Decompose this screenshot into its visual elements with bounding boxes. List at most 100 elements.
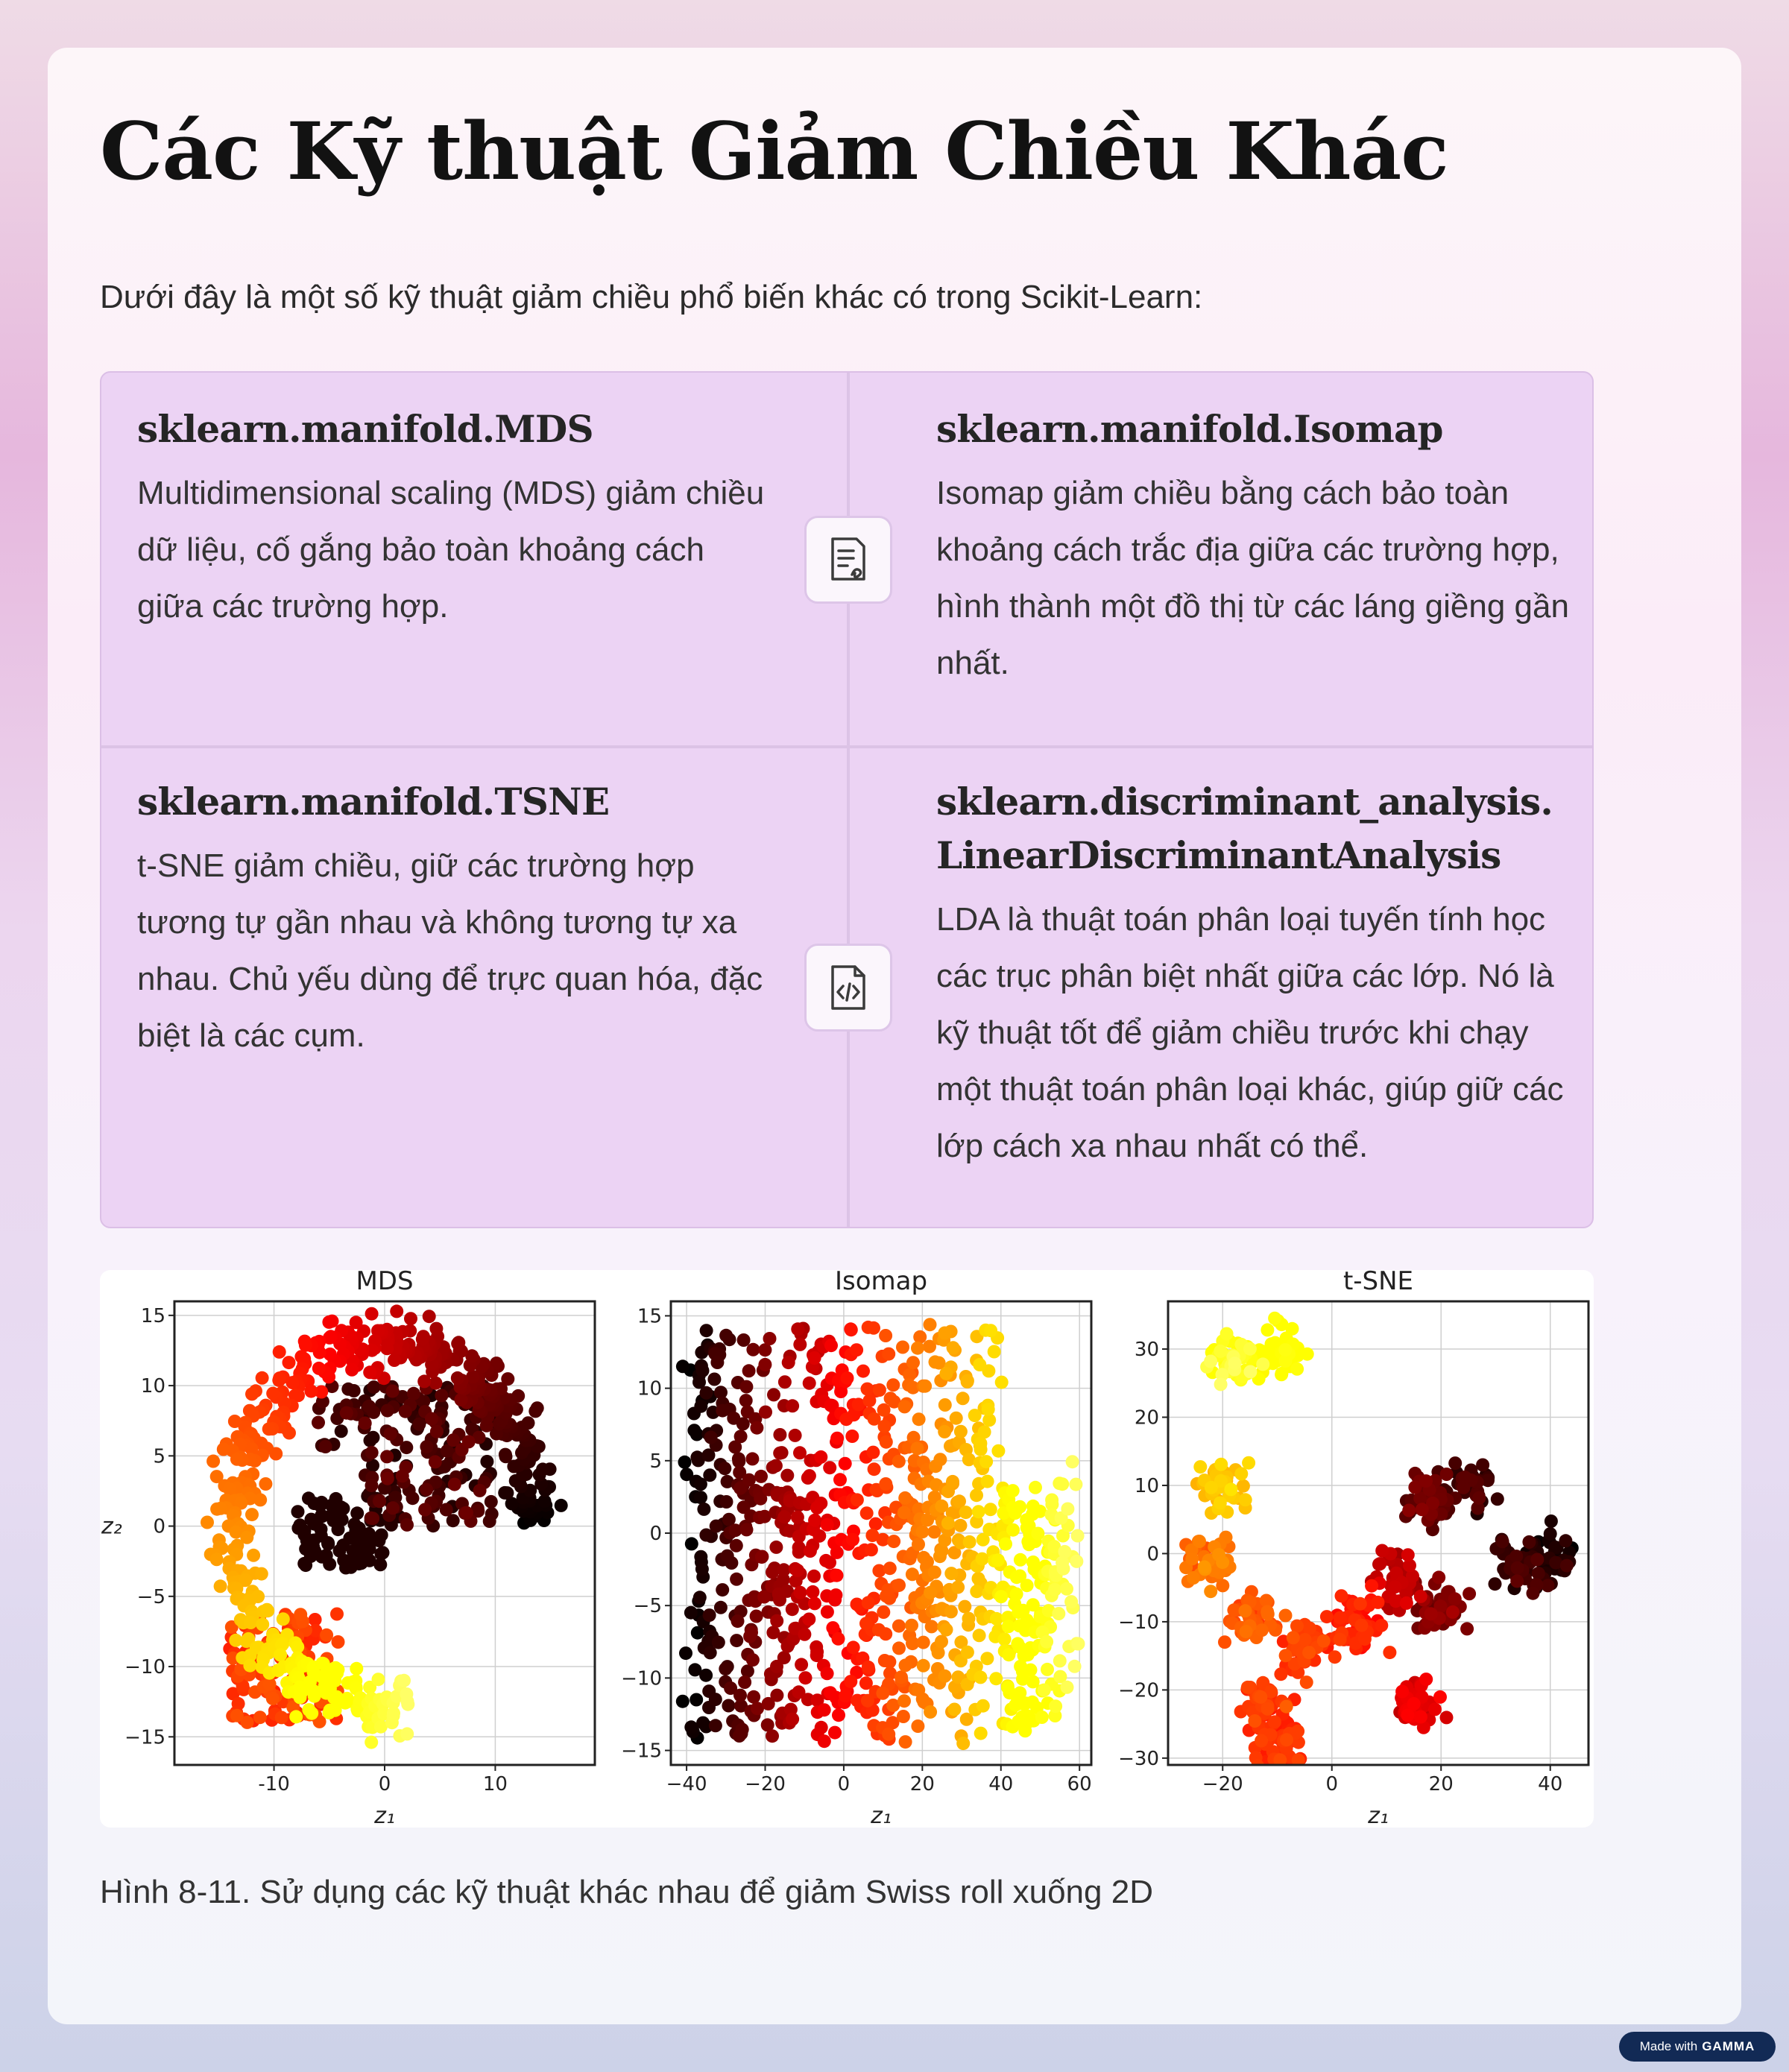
made-with-gamma-badge[interactable]: Made with GAMMA [1619,2032,1776,2062]
x-tick-label: 20 [910,1773,935,1795]
card-title: sklearn.manifold.TSNE [137,780,610,824]
scatter-point [915,1525,930,1539]
scatter-point [1260,1605,1275,1619]
scatter-point [687,1424,701,1438]
scatter-point [883,1667,897,1681]
scatter-point [924,1705,938,1719]
scatter-point [953,1494,966,1509]
scatter-point [780,1468,795,1482]
scatter-point [867,1462,881,1476]
scatter-point [1279,1699,1293,1713]
grid-divider-vertical [847,373,850,1227]
scatter-point [1399,1596,1413,1610]
scatter-point [226,1687,240,1701]
x-tick-label: 0 [838,1773,851,1795]
scatter-point [980,1474,994,1488]
scatter-point [554,1498,568,1512]
scatter-point [945,1506,959,1520]
scatter-point [484,1494,498,1509]
chart-title: MDS [356,1270,413,1296]
scatter-point [913,1330,927,1344]
scatter-point [1432,1570,1446,1585]
scatter-point [507,1459,521,1474]
scatter-point [1013,1569,1027,1583]
scatter-point [844,1675,858,1689]
scatter-point [473,1483,487,1497]
scatter-point [747,1690,761,1704]
scatter-point [777,1651,791,1665]
scatter-point [1213,1496,1227,1510]
scatter-point [883,1655,897,1669]
scatter-point [262,1422,276,1436]
scatter-point [859,1506,874,1520]
scatter-point [349,1315,363,1330]
scatter-point [792,1541,806,1555]
scatter-point [274,1648,288,1662]
scatter-point [466,1370,480,1384]
scatter-point [807,1596,821,1611]
scatter-point [422,1310,436,1324]
scatter-point [777,1563,791,1577]
scatter-point [380,1471,394,1485]
scatter-point [482,1514,496,1528]
scatter-point [261,1604,275,1618]
scatter-point [770,1688,784,1702]
scatter-point [733,1465,747,1479]
card-lda: sklearn.discriminant_analysis. LinearDis… [936,775,1570,1175]
scatter-point [701,1448,716,1462]
scatter-point [230,1708,244,1722]
scatter-point [786,1399,800,1413]
scatter-point [859,1676,873,1690]
scatter-point [1413,1589,1427,1603]
scatter-point [1228,1356,1242,1371]
scatter-point [472,1430,486,1444]
scatter-point [226,1651,240,1665]
scatter-point [1255,1623,1269,1637]
scatter-point [912,1412,926,1427]
scatter-point [1060,1582,1073,1596]
scatter-point [790,1563,804,1577]
scatter-point [696,1716,710,1730]
y-tick-label: 0 [1146,1543,1159,1565]
scatter-point [1236,1479,1250,1493]
scatter-point [984,1324,998,1338]
card-body: LDA là thuật toán phân loại tuyến tính h… [936,901,1564,1164]
scatter-point [1403,1558,1416,1573]
scatter-point [924,1620,938,1634]
x-axis-label: z₁ [870,1803,892,1828]
scatter-point [1218,1635,1231,1649]
scatter-point [694,1399,708,1413]
scatter-point [722,1512,736,1526]
scatter-point [1333,1632,1347,1646]
scatter-point [308,1613,322,1626]
scatter-point [1541,1579,1555,1593]
scatter-point [896,1710,910,1723]
scatter-point [1522,1535,1536,1549]
scatter-point [312,1415,325,1430]
card-title: sklearn.manifold.Isomap [936,407,1444,451]
scatter-point [709,1519,723,1533]
scatter-point [1002,1648,1016,1662]
scatter-point [867,1321,880,1335]
scatter-point [734,1699,748,1713]
scatter-point [772,1587,786,1601]
scatter-point [417,1374,432,1389]
scatter-point [877,1605,891,1619]
scatter-point [981,1402,995,1416]
scatter-point [872,1383,886,1397]
scatter-point [956,1392,970,1406]
scatter-point [300,1534,314,1547]
scatter-point [1383,1646,1397,1660]
scatter-point [892,1454,906,1468]
scatter-point [365,1445,379,1459]
scatter-point [1375,1544,1389,1558]
scatter-point [767,1388,780,1402]
scatter-point [987,1345,1001,1359]
scatter-point [210,1502,224,1516]
scatter-point [826,1621,840,1635]
scatter-point [390,1304,404,1318]
scatter-point [877,1419,892,1433]
scatter-point [833,1473,847,1487]
scatter-point [397,1673,411,1687]
scatter-point [1333,1611,1347,1625]
